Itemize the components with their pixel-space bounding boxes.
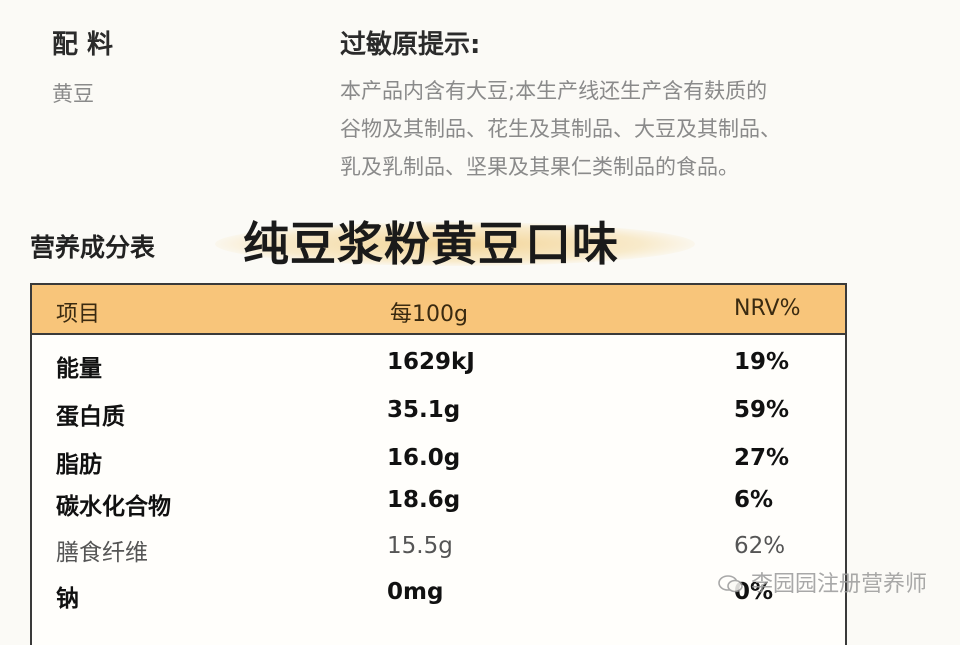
table-cell: 钠 [56,586,79,612]
allergen-title: 过敏原提示: [340,30,481,60]
table-header: 项目 每100g NRV% [32,285,845,335]
table-cell: 35.1g [387,397,461,423]
table-cell: 59% [734,397,790,423]
allergen-line: 乳及乳制品、坚果及其果仁类制品的食品。 [340,155,739,179]
table-cell: 62% [734,533,786,559]
ingredients-text: 黄豆 [52,82,94,106]
allergen-line: 谷物及其制品、花生及其制品、大豆及其制品、 [340,117,781,141]
table-cell: 0mg [387,579,444,605]
header-cell: 每100g [390,302,468,327]
nutrition-table: 项目 每100g NRV% 能量 1629kJ 19% 蛋白质 35.1g 59% 脂肪 16.0… [30,283,847,645]
page: 配 料 黄豆 过敏原提示: 本产品内含有大豆;本生产线还生产含有麸质的 谷物及其制… [30,30,928,645]
wechat-icon [718,575,743,593]
table-cell: 碳水化合物 [56,494,171,520]
watermark-text: 李园园注册营养师 [751,572,928,597]
header-cell: NRV% [734,296,801,321]
table-cell: 16.0g [387,445,461,471]
allergen-text: 本产品内含有大豆;本生产线还生产含有麸质的 谷物及其制品、花生及其制品、大豆及其制… [340,72,781,186]
table-cell: 19% [734,349,790,375]
table-cell: 18.6g [387,487,461,513]
table-cell: 脂肪 [56,452,102,478]
allergen-line: 本产品内含有大豆;本生产线还生产含有麸质的 [340,79,768,103]
table-cell: 1629kJ [387,349,475,375]
product-name: 纯豆浆粉黄豆口味 [243,217,619,271]
ingredients-title: 配 料 [52,30,114,60]
table-cell: 6% [734,487,774,513]
table-cell: 能量 [56,356,102,382]
watermark: 李园园注册营养师 [718,566,927,598]
table-cell: 27% [734,445,790,471]
table-cell: 蛋白质 [56,404,125,430]
table-cell: 15.5g [387,533,453,559]
table-cell: 膳食纤维 [56,540,148,566]
header-cell: 项目 [56,302,101,327]
nutrition-title: 营养成分表 [30,233,156,262]
highlight-brush [215,222,695,266]
